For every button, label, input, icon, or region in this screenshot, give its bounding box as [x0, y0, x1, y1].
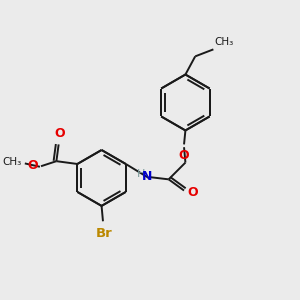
- Text: O: O: [27, 159, 38, 172]
- Text: O: O: [55, 127, 65, 140]
- Text: CH₃: CH₃: [3, 157, 22, 167]
- Text: N: N: [142, 170, 153, 183]
- Text: Br: Br: [96, 227, 113, 240]
- Text: H: H: [137, 169, 146, 179]
- Text: CH₃: CH₃: [215, 37, 234, 46]
- Text: O: O: [179, 149, 189, 162]
- Text: O: O: [188, 186, 198, 199]
